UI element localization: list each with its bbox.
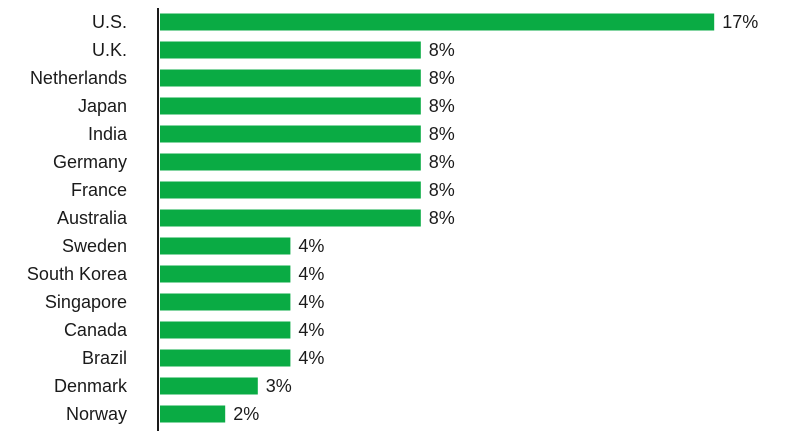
value-label-brazil: 4% [298, 348, 324, 368]
category-label-canada: Canada [64, 320, 128, 340]
category-label-brazil: Brazil [82, 348, 127, 368]
value-label-france: 8% [429, 180, 455, 200]
category-label-germany: Germany [53, 152, 127, 172]
category-label-india: India [88, 124, 128, 144]
category-label-south-korea: South Korea [27, 264, 128, 284]
value-label-denmark: 3% [266, 376, 292, 396]
bar-canada [160, 321, 291, 339]
bar-brazil [160, 349, 291, 367]
category-label-u-s: U.S. [92, 12, 127, 32]
bar-germany [160, 153, 421, 171]
value-label-netherlands: 8% [429, 68, 455, 88]
bar-india [160, 125, 421, 143]
category-label-france: France [71, 180, 127, 200]
bar-netherlands [160, 69, 421, 87]
value-label-singapore: 4% [298, 292, 324, 312]
bar-france [160, 181, 421, 199]
bar-singapore [160, 293, 291, 311]
value-label-japan: 8% [429, 96, 455, 116]
bar-u-k [160, 41, 421, 59]
category-label-norway: Norway [66, 404, 127, 424]
category-label-u-k: U.K. [92, 40, 127, 60]
bar-japan [160, 97, 421, 115]
value-label-germany: 8% [429, 152, 455, 172]
category-label-netherlands: Netherlands [30, 68, 127, 88]
bar-denmark [160, 377, 258, 395]
value-label-south-korea: 4% [298, 264, 324, 284]
value-label-norway: 2% [233, 404, 259, 424]
value-labels: 17% 8% 8% 8% 8% 8% 8% 8% 4% 4% 4% 4% 4% 3% 2% [233, 12, 758, 424]
category-label-denmark: Denmark [54, 376, 128, 396]
category-label-singapore: Singapore [45, 292, 127, 312]
category-label-japan: Japan [78, 96, 127, 116]
bar-sweden [160, 237, 291, 255]
bar-australia [160, 209, 421, 227]
category-labels: U.S. U.K. Netherlands Japan India Germany Fran… [27, 12, 128, 424]
category-label-sweden: Sweden [62, 236, 127, 256]
value-label-u-s: 17% [722, 12, 758, 32]
value-label-india: 8% [429, 124, 455, 144]
category-label-australia: Australia [57, 208, 128, 228]
bar-norway [160, 405, 226, 423]
bars [160, 13, 715, 423]
value-label-australia: 8% [429, 208, 455, 228]
bar-u-s [160, 13, 715, 31]
value-label-u-k: 8% [429, 40, 455, 60]
value-label-canada: 4% [298, 320, 324, 340]
value-label-sweden: 4% [298, 236, 324, 256]
bar-south-korea [160, 265, 291, 283]
